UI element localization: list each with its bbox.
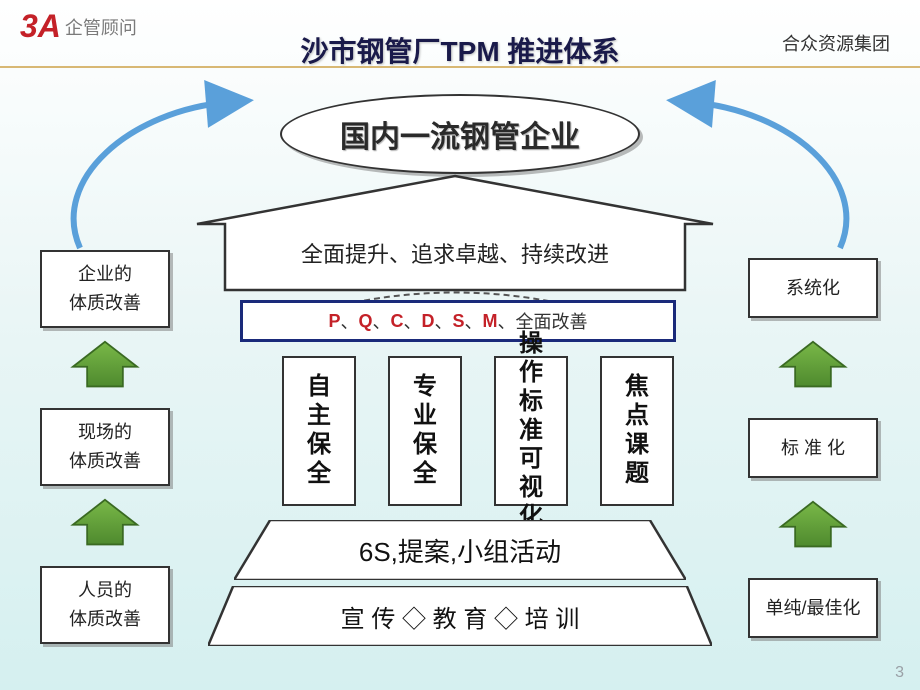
- bar-letter: S: [453, 311, 465, 332]
- right-box-0: 系统化: [748, 258, 878, 318]
- goal-ellipse: 国内一流钢管企业: [280, 94, 640, 174]
- pyramid-layer-text: 6S,提案,小组活动: [234, 520, 686, 580]
- bar-letter: D: [422, 311, 435, 332]
- separator-line: [0, 66, 920, 68]
- left-box-1: 现场的体质改善: [40, 408, 170, 486]
- bar-letter: P: [328, 311, 340, 332]
- left-up-arrow-1: [65, 498, 145, 548]
- pqcdsm-bar: P、Q、C、D、S、M、全面改善: [240, 300, 676, 342]
- pyramid-layer-text: 宣 传 ◇ 教 育 ◇ 培 训: [208, 586, 712, 646]
- right-box-1: 标 准 化: [748, 418, 878, 478]
- corp-name: 合众资源集团: [782, 30, 890, 56]
- goal-text: 国内一流钢管企业: [280, 94, 640, 174]
- pyramid-layer-0: 6S,提案,小组活动: [234, 520, 686, 580]
- left-box-0: 企业的体质改善: [40, 250, 170, 328]
- pillar-2: 操作标准可视化: [494, 356, 568, 506]
- pyramid-layer-1: 宣 传 ◇ 教 育 ◇ 培 训: [208, 586, 712, 646]
- pillar-3: 焦点课题: [600, 356, 674, 506]
- pillar-0: 自主保全: [282, 356, 356, 506]
- bar-letter: C: [391, 311, 404, 332]
- left-box-2: 人员的体质改善: [40, 566, 170, 644]
- roof-arrow: 全面提升、追求卓越、持续改进: [195, 174, 715, 292]
- right-box-2: 单纯/最佳化: [748, 578, 878, 638]
- roof-text: 全面提升、追求卓越、持续改进: [195, 174, 715, 292]
- right-up-arrow-0: [773, 340, 853, 390]
- bar-letter: Q: [358, 311, 372, 332]
- page-number: 3: [895, 664, 904, 682]
- bar-letter: M: [483, 311, 498, 332]
- left-up-arrow-0: [65, 340, 145, 390]
- right-up-arrow-1: [773, 500, 853, 550]
- pillar-1: 专业保全: [388, 356, 462, 506]
